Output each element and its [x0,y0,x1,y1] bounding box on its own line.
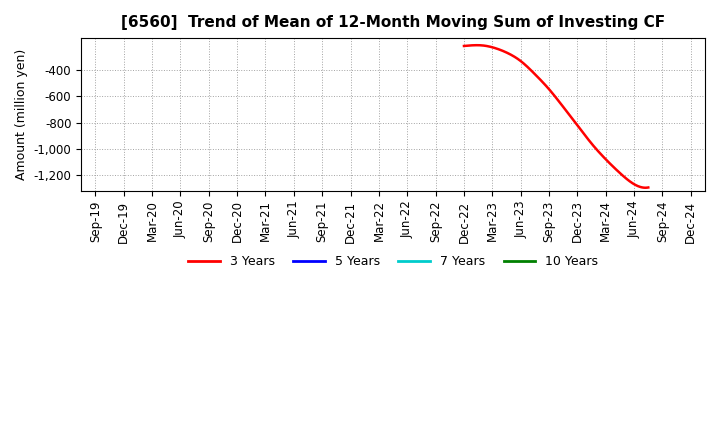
Y-axis label: Amount (million yen): Amount (million yen) [15,49,28,180]
Title: [6560]  Trend of Mean of 12-Month Moving Sum of Investing CF: [6560] Trend of Mean of 12-Month Moving … [121,15,665,30]
Legend: 3 Years, 5 Years, 7 Years, 10 Years: 3 Years, 5 Years, 7 Years, 10 Years [184,250,603,273]
